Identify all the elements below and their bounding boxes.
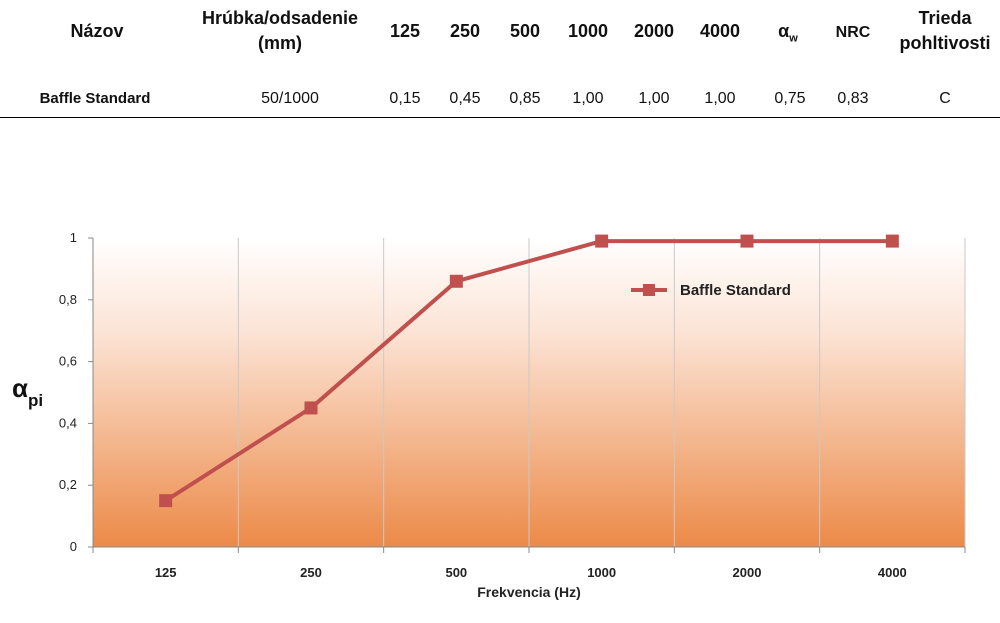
legend: Baffle Standard bbox=[631, 282, 791, 299]
y-tick-label: 0 bbox=[70, 539, 77, 554]
y-ticks: 0 0,2 0,4 0,6 0,8 1 bbox=[59, 230, 93, 554]
row-thickness: 50/1000 bbox=[261, 90, 319, 107]
data-point bbox=[449, 274, 463, 288]
header-alpha-w-symbol: α bbox=[778, 21, 790, 41]
header-thickness-line2: (mm) bbox=[258, 33, 302, 53]
header-f125: 125 bbox=[389, 21, 421, 41]
legend-label: Baffle Standard bbox=[680, 282, 791, 299]
row-f4000: 1,00 bbox=[704, 90, 736, 107]
legend-marker bbox=[643, 284, 655, 296]
header-alpha-w: αw bbox=[760, 19, 816, 52]
x-tick-label: 4000 bbox=[878, 565, 907, 580]
header-thickness: Hrúbka/odsadenie (mm) bbox=[170, 6, 390, 56]
row-f2000: 1,00 bbox=[638, 90, 670, 107]
header-f4000: 4000 bbox=[699, 21, 741, 41]
row-f250: 0,45 bbox=[449, 90, 481, 107]
data-point bbox=[304, 401, 318, 415]
y-tick-label: 0,4 bbox=[59, 415, 77, 430]
data-point bbox=[885, 234, 899, 248]
y-axis-label-symbol: α bbox=[12, 373, 28, 403]
header-name: Názov bbox=[70, 21, 124, 41]
gridlines bbox=[237, 238, 966, 547]
y-axis-label-sub: pi bbox=[28, 391, 43, 410]
x-tick-label: 250 bbox=[300, 565, 322, 580]
x-axis-label: Frekvencia (Hz) bbox=[477, 584, 580, 600]
y-tick-label: 0,6 bbox=[59, 354, 77, 369]
header-f250: 250 bbox=[449, 21, 481, 41]
y-tick-label: 0,8 bbox=[59, 292, 77, 307]
series-line bbox=[164, 239, 893, 503]
header-f1000: 1000 bbox=[567, 21, 609, 41]
data-point bbox=[159, 494, 173, 508]
series-layer bbox=[159, 234, 899, 508]
header-class-line1: Trieda bbox=[918, 8, 972, 28]
row-f1000: 1,00 bbox=[572, 90, 604, 107]
header-nrc: NRC bbox=[835, 24, 871, 41]
header-class: Trieda pohltivosti bbox=[890, 6, 1000, 56]
header-f500: 500 bbox=[509, 21, 541, 41]
table-bottom-rule bbox=[0, 117, 1000, 118]
x-tick-label: 1000 bbox=[587, 565, 616, 580]
row-alpha-w: 0,75 bbox=[774, 90, 806, 107]
row-nrc: 0,83 bbox=[837, 90, 869, 107]
data-point bbox=[740, 234, 754, 248]
header-f2000: 2000 bbox=[633, 21, 675, 41]
y-axis-label: αpi bbox=[12, 373, 43, 410]
row-name: Baffle Standard bbox=[39, 90, 151, 107]
acoustic-table: Názov Hrúbka/odsadenie (mm) 125 250 500 … bbox=[0, 0, 1000, 118]
x-tick-label: 2000 bbox=[733, 565, 762, 580]
row-class: C bbox=[939, 90, 951, 107]
row-f500: 0,85 bbox=[509, 90, 541, 107]
header-thickness-line1: Hrúbka/odsadenie bbox=[201, 8, 359, 28]
x-ticks: 125 250 500 1000 2000 4000 bbox=[92, 547, 966, 580]
header-alpha-w-sub: w bbox=[789, 32, 798, 45]
header-class-line2: pohltivosti bbox=[899, 33, 991, 53]
x-tick-label: 125 bbox=[155, 565, 177, 580]
y-tick-label: 0,2 bbox=[59, 477, 77, 492]
y-tick-label: 1 bbox=[70, 230, 77, 245]
x-tick-label: 500 bbox=[445, 565, 467, 580]
data-point bbox=[595, 234, 609, 248]
row-f125: 0,15 bbox=[389, 90, 421, 107]
